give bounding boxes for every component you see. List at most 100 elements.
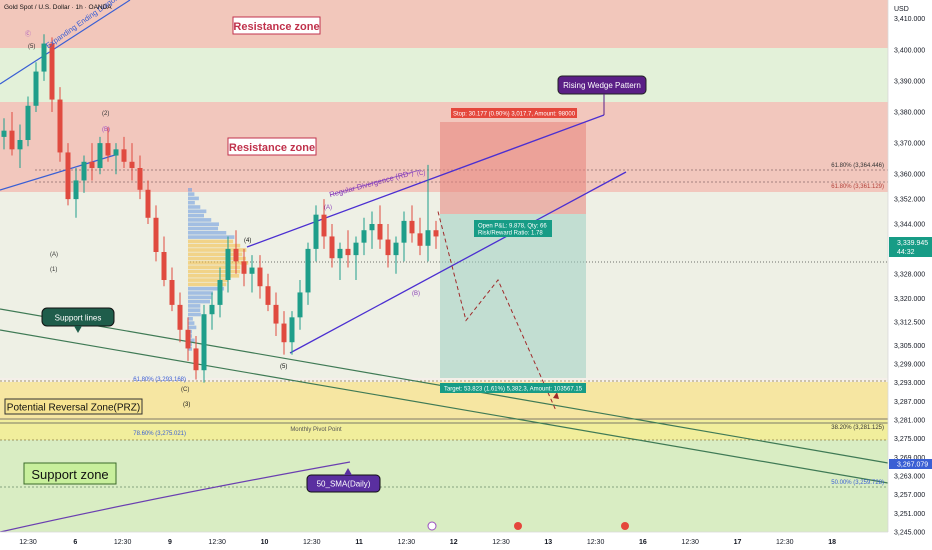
candle-body[interactable] (353, 242, 359, 256)
candle-body[interactable] (201, 314, 207, 371)
candle-body[interactable] (121, 149, 127, 162)
wave-label-a: (A) (50, 252, 58, 258)
candle-body[interactable] (393, 242, 399, 256)
candle-body[interactable] (169, 280, 175, 305)
event-icon-us-flag-1[interactable] (514, 522, 522, 530)
time-tick-label: 12:30 (208, 539, 226, 546)
price-tick-label: 3,352.000 (894, 197, 925, 204)
event-icon-lightning[interactable] (427, 521, 437, 531)
candle-body[interactable] (249, 267, 255, 274)
stop-loss-box[interactable] (440, 122, 586, 214)
sma-line[interactable] (0, 461, 351, 533)
candle-body[interactable] (9, 130, 15, 150)
candle-body[interactable] (145, 189, 151, 218)
currency-label: USD (894, 6, 909, 13)
candle-body[interactable] (49, 43, 55, 100)
time-axis[interactable] (0, 532, 888, 550)
volume-profile-bar (188, 295, 212, 300)
volume-profile-bar (188, 282, 227, 287)
fib-label-1: 61.80% (3,364.446) (831, 163, 884, 169)
stop-label-box (451, 108, 577, 118)
wave-label-a2: (A) (324, 205, 332, 211)
price-axis[interactable] (888, 0, 932, 550)
projection-arrowhead (553, 392, 559, 399)
volume-profile-bar (188, 188, 192, 192)
candle-body[interactable] (241, 261, 247, 274)
candle-body[interactable] (401, 220, 407, 243)
price-tick-label: 3,251.000 (894, 511, 925, 518)
candle-body[interactable] (225, 248, 231, 280)
volume-profile-bar (188, 243, 241, 248)
candle-body[interactable] (17, 140, 23, 150)
candle-body[interactable] (1, 130, 7, 137)
volume-profile-bar (188, 291, 213, 295)
time-tick-label: 10 (261, 539, 269, 546)
candle-body[interactable] (337, 248, 343, 259)
candle-body[interactable] (105, 143, 111, 156)
candle-body[interactable] (425, 230, 431, 246)
candle-body[interactable] (57, 99, 63, 153)
candle-body[interactable] (41, 43, 47, 72)
price-tick-label: 3,263.000 (894, 474, 925, 481)
candle-body[interactable] (137, 168, 143, 190)
candle-body[interactable] (297, 292, 303, 318)
candle-body[interactable] (33, 71, 39, 106)
volume-profile (188, 188, 249, 351)
candle-body[interactable] (273, 304, 279, 324)
candle-body[interactable] (113, 149, 119, 156)
candle-body[interactable] (305, 248, 311, 293)
rising-wedge-callout[interactable] (557, 75, 647, 95)
candle-body[interactable] (265, 286, 271, 305)
candle-body[interactable] (257, 267, 263, 287)
candle-body[interactable] (409, 220, 415, 234)
candle-body[interactable] (417, 233, 423, 246)
candle-body[interactable] (73, 180, 79, 200)
volume-profile-bar (188, 325, 197, 330)
volume-profile-bar (188, 252, 243, 257)
candle-body[interactable] (129, 161, 135, 168)
expanding-diagonal-lower[interactable] (0, 154, 116, 191)
volume-profile-bar (188, 274, 240, 278)
support-line-2[interactable] (0, 329, 889, 484)
candle-body[interactable] (233, 248, 239, 262)
candle-body[interactable] (25, 105, 31, 140)
take-profit-box[interactable] (440, 214, 586, 378)
candle-body[interactable] (185, 329, 191, 349)
candle-body[interactable] (321, 214, 327, 237)
candle-body[interactable] (217, 280, 223, 305)
candle-body[interactable] (329, 236, 335, 259)
volume-profile-bar (188, 226, 219, 231)
candle-body[interactable] (89, 161, 95, 168)
price-tick-label: 3,305.000 (894, 343, 925, 350)
candles-group[interactable] (1, 34, 439, 383)
wedge-upper-line[interactable] (246, 114, 605, 248)
wedge-lower-line[interactable] (289, 171, 627, 354)
time-tick-label: 12:30 (398, 539, 416, 546)
candle-body[interactable] (193, 348, 199, 371)
candle-body[interactable] (369, 224, 375, 231)
candle-body[interactable] (385, 239, 391, 256)
candle-body[interactable] (209, 304, 215, 315)
candle-body[interactable] (281, 323, 287, 343)
candle-body[interactable] (161, 252, 167, 280)
candle-body[interactable] (313, 214, 319, 249)
candle-body[interactable] (345, 248, 351, 256)
candle-body[interactable] (81, 161, 87, 181)
candle-body[interactable] (65, 152, 71, 200)
volume-profile-bar (188, 312, 201, 317)
candle-body[interactable] (433, 230, 439, 237)
event-icon-us-flag-2[interactable] (621, 522, 629, 530)
volume-profile-bar (188, 265, 241, 269)
candle-body[interactable] (377, 224, 383, 240)
volume-profile-bar (188, 321, 195, 325)
risk-reward-label: Risk/Reward Ratio: 1.78 (478, 231, 543, 237)
candle-body[interactable] (361, 230, 367, 243)
sma-callout[interactable] (306, 474, 381, 493)
candle-body[interactable] (97, 143, 103, 168)
candle-body[interactable] (153, 217, 159, 252)
resistance-mid-label: Resistance zone (229, 142, 315, 154)
candle-body[interactable] (177, 304, 183, 330)
expanding-diagonal-upper[interactable] (0, 0, 131, 85)
candle-body[interactable] (289, 317, 295, 343)
